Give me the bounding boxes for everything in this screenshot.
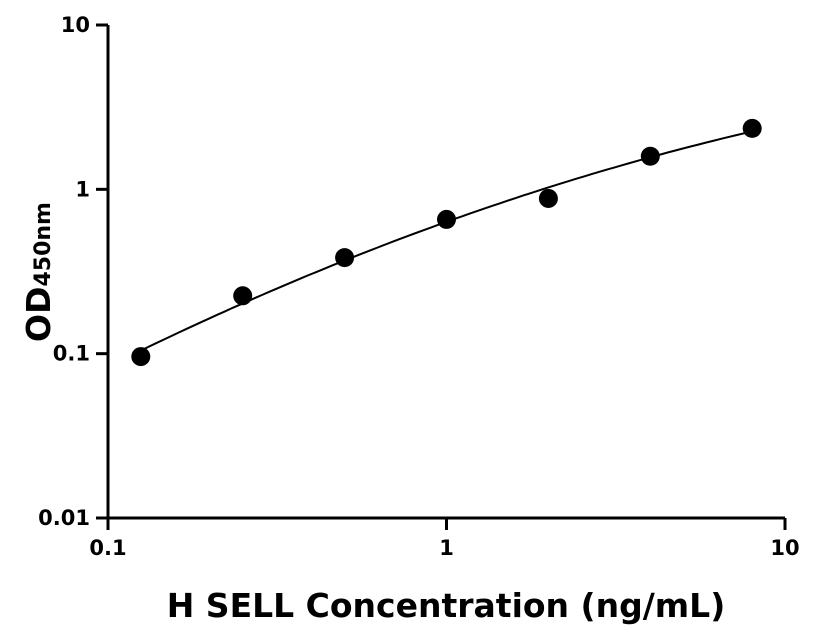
y-axis-label-subscript: 450nm — [31, 202, 56, 287]
y-tick-label: 0.01 — [38, 506, 90, 530]
data-points — [131, 118, 762, 367]
x-tick-label: 10 — [770, 536, 799, 560]
axes: 10 1 0.1 0.01 0.1 1 10 — [38, 13, 799, 560]
data-point — [131, 347, 151, 367]
data-point — [335, 248, 355, 268]
y-tick-label: 0.1 — [53, 342, 90, 366]
data-point — [437, 209, 456, 229]
x-tick-label: 0.1 — [89, 536, 126, 560]
data-point — [742, 118, 762, 138]
data-point — [233, 286, 253, 306]
y-tick-label: 10 — [61, 13, 90, 37]
y-tick-label: 1 — [75, 177, 90, 201]
x-axis-label: H SELL Concentration (ng/mL) — [167, 586, 726, 625]
y-axis-label-main: OD — [19, 287, 58, 342]
y-axis-label: OD450nm — [19, 202, 58, 342]
data-point — [640, 146, 660, 166]
data-point — [538, 188, 558, 208]
x-tick-label: 1 — [439, 536, 454, 560]
fit-curve — [140, 130, 753, 352]
